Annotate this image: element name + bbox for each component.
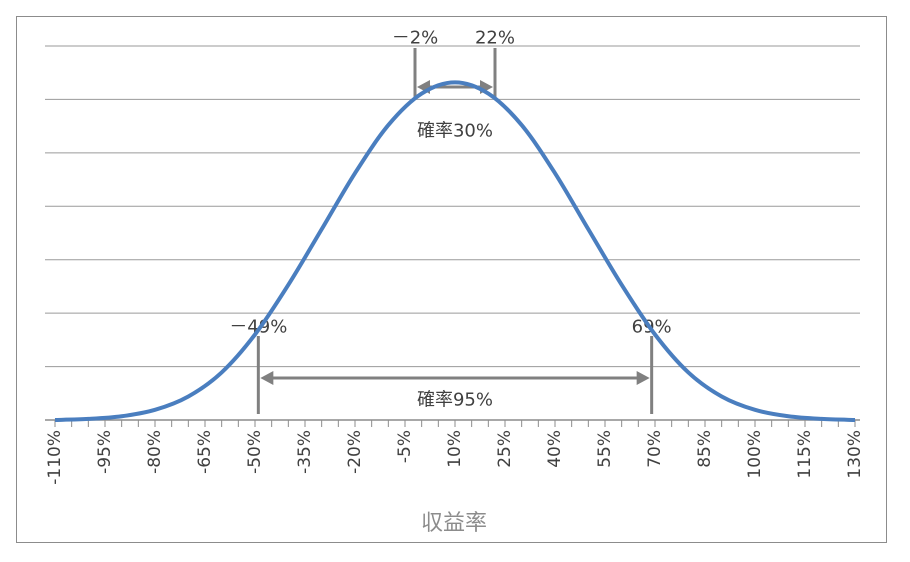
x-tick-label: 25%	[495, 430, 515, 468]
x-tick-label: 100%	[745, 430, 765, 479]
x-tick-label: -80%	[145, 430, 165, 474]
x-axis-title: 収益率	[421, 511, 487, 536]
x-tick-label: -110%	[45, 430, 65, 485]
arrow-head-right	[636, 371, 650, 385]
x-tick-label: 40%	[545, 430, 565, 468]
interval-lower-label: －2%	[392, 28, 439, 49]
interval-annotations: －2% 22% 確率30% －49% 69%確率95%	[229, 28, 672, 414]
distribution-curve-group	[54, 80, 856, 422]
x-tick-label: 85%	[695, 430, 715, 468]
interval-upper-label: 22%	[475, 28, 515, 49]
distribution-curve	[54, 80, 856, 422]
x-tick-label: -50%	[245, 430, 265, 474]
x-tick-label: -5%	[395, 430, 415, 463]
x-tick-label: 130%	[845, 430, 865, 479]
x-tick-label: 10%	[445, 430, 465, 468]
x-tick-label: -95%	[95, 430, 115, 474]
interval-annotation: －2% 22% 確率30%	[392, 28, 515, 142]
x-tick-label: -35%	[295, 430, 315, 474]
chart-frame	[16, 16, 887, 543]
interval-probability-label: 確率30%	[417, 121, 493, 142]
gridlines	[45, 45, 860, 368]
x-axis: -110% -95% -80% -65% -50% -35% -20% -5% 10% 25% 40…	[45, 419, 865, 485]
x-tick-label: -65%	[195, 430, 215, 474]
interval-annotation: －49% 69%確率95%	[229, 317, 672, 414]
arrow-head-left	[260, 371, 274, 385]
interval-probability-label: 確率95%	[417, 390, 493, 411]
x-tick-label: 115%	[795, 430, 815, 479]
x-tick-label: -20%	[345, 430, 365, 474]
x-tick-label: 70%	[645, 430, 665, 468]
x-tick-label: 55%	[595, 430, 615, 468]
